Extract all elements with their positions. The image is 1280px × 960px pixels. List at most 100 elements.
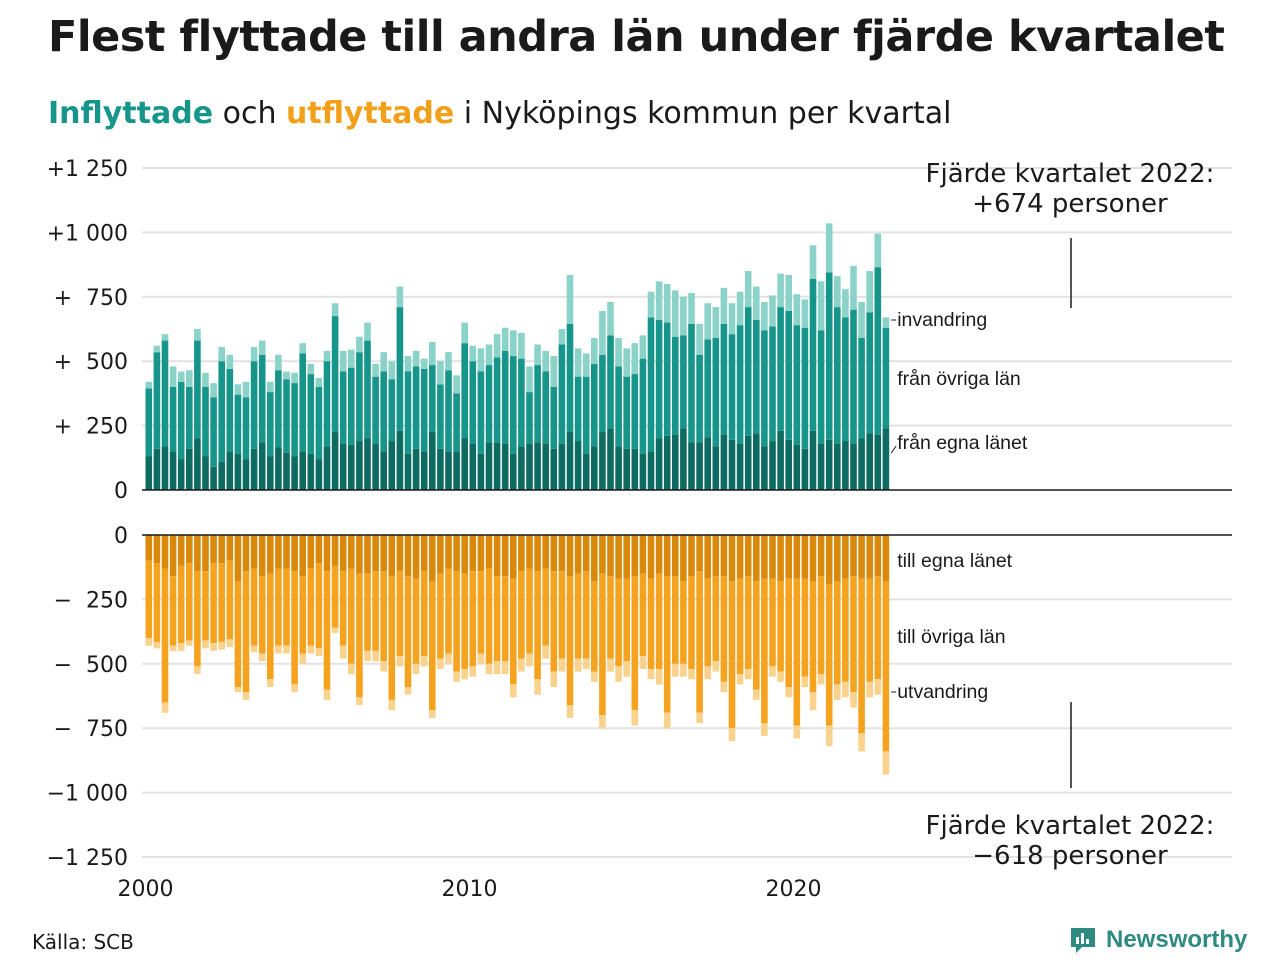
bar-out-emigration xyxy=(380,661,387,672)
bar-out-other-counties xyxy=(720,576,728,682)
bar-out-other-counties xyxy=(218,563,225,642)
bar-in-immigration xyxy=(453,375,460,394)
bar-in-other-counties xyxy=(275,370,282,448)
bar-out-other-counties xyxy=(234,581,242,687)
bar-in-other-counties xyxy=(202,386,209,457)
bar-in-other-counties xyxy=(307,374,315,454)
bar-out-emigration xyxy=(396,656,404,667)
bar-out-own-county xyxy=(267,535,274,574)
bar-out-emigration xyxy=(882,751,890,775)
bar-out-emigration xyxy=(323,689,331,700)
bar-in-other-counties xyxy=(267,392,274,457)
bar-in-immigration xyxy=(461,322,468,344)
bar-in-other-counties xyxy=(866,312,873,434)
bar-in-other-counties xyxy=(412,366,420,449)
bar-out-other-counties xyxy=(761,578,768,724)
bar-in-immigration xyxy=(161,334,169,341)
bar-out-own-county xyxy=(250,535,258,569)
bar-out-own-county xyxy=(728,535,736,582)
bar-in-immigration xyxy=(283,371,290,380)
bar-in-other-counties xyxy=(882,327,890,429)
bar-out-own-county xyxy=(526,535,533,569)
bar-out-emigration xyxy=(234,686,242,693)
bar-in-own-county xyxy=(582,453,590,490)
bar-in-other-counties xyxy=(210,397,217,467)
bar-out-other-counties xyxy=(380,571,387,662)
annotation-bottom-line1: Fjärde kvartalet 2022: xyxy=(926,811,1215,841)
bar-out-other-counties xyxy=(728,581,736,729)
bar-out-own-county xyxy=(202,535,209,572)
subtitle-utflyttade: utflyttade xyxy=(286,96,455,131)
bar-out-emigration xyxy=(785,686,792,698)
bar-out-emigration xyxy=(210,643,217,651)
bar-out-emigration xyxy=(696,712,703,724)
bar-in-other-counties xyxy=(526,392,533,444)
bar-in-other-counties xyxy=(226,368,234,452)
bar-out-own-county xyxy=(283,535,290,569)
bar-out-emigration xyxy=(250,645,258,653)
bar-out-other-counties xyxy=(348,568,355,664)
annotations: Fjärde kvartalet 2022:+674 personerFjärd… xyxy=(926,159,1215,871)
bar-in-own-county xyxy=(777,430,784,490)
subtitle-och: och xyxy=(213,96,286,131)
bar-in-immigration xyxy=(866,271,873,313)
zero-axes xyxy=(142,489,1232,536)
bar-out-own-county xyxy=(769,535,776,579)
bar-out-own-county xyxy=(372,535,379,572)
bar-in-other-counties xyxy=(834,307,841,444)
bar-out-emigration xyxy=(753,689,760,700)
bar-in-other-counties xyxy=(153,352,161,449)
bar-in-own-county xyxy=(242,459,250,490)
bar-in-own-county xyxy=(283,452,290,490)
bar-in-immigration xyxy=(777,273,784,308)
bar-out-other-counties xyxy=(793,578,801,726)
bar-in-immigration xyxy=(712,307,720,339)
bar-in-immigration xyxy=(631,343,639,375)
label-utvandring: utvandring xyxy=(897,681,988,703)
bar-in-own-county xyxy=(145,456,153,490)
bar-out-emigration xyxy=(534,679,541,695)
bar-out-other-counties xyxy=(591,581,598,672)
bar-in-immigration xyxy=(550,356,558,387)
bar-in-own-county xyxy=(412,448,420,490)
bar-in-immigration xyxy=(177,371,185,382)
brand-name: Newsworthy xyxy=(1106,926,1248,953)
bar-in-other-counties xyxy=(599,354,606,433)
bar-in-other-counties xyxy=(469,361,477,444)
bar-out-own-county xyxy=(809,535,817,582)
bar-out-other-counties xyxy=(542,568,549,646)
bar-out-other-counties xyxy=(712,576,720,662)
bar-in-other-counties xyxy=(258,354,266,443)
bar-out-other-counties xyxy=(429,581,436,711)
bar-out-emigration xyxy=(720,681,728,693)
y-tick-label-in: + 500 xyxy=(54,350,128,375)
bar-in-own-county xyxy=(574,441,582,490)
bar-in-immigration xyxy=(234,384,242,395)
bar-in-own-county xyxy=(161,446,169,490)
bar-in-own-county xyxy=(275,447,282,490)
bar-out-other-counties xyxy=(866,578,873,682)
bar-out-emigration xyxy=(688,668,695,680)
bar-in-immigration xyxy=(485,344,493,366)
bar-in-own-county xyxy=(420,451,428,490)
bar-out-own-county xyxy=(534,535,541,572)
bar-in-own-county xyxy=(493,442,501,490)
bar-out-other-counties xyxy=(850,576,857,693)
bar-in-own-county xyxy=(169,451,177,490)
bar-in-own-county xyxy=(834,443,841,490)
bar-out-own-county xyxy=(623,535,630,579)
bar-in-other-counties xyxy=(769,326,776,442)
bar-in-own-county xyxy=(753,433,760,490)
bar-in-other-counties xyxy=(186,386,193,449)
bar-in-immigration xyxy=(615,338,622,367)
bar-in-own-county xyxy=(825,439,833,490)
bar-in-own-county xyxy=(194,438,201,490)
bar-in-own-county xyxy=(186,448,193,490)
x-axis-tick-labels: 2000 2010 2020 xyxy=(118,877,822,902)
bar-in-own-county xyxy=(153,448,161,490)
bar-in-own-county xyxy=(445,451,452,490)
bar-out-own-county xyxy=(753,535,760,582)
bar-out-emigration xyxy=(518,658,525,672)
bar-in-other-counties xyxy=(753,319,760,434)
bar-in-other-counties xyxy=(445,370,452,452)
